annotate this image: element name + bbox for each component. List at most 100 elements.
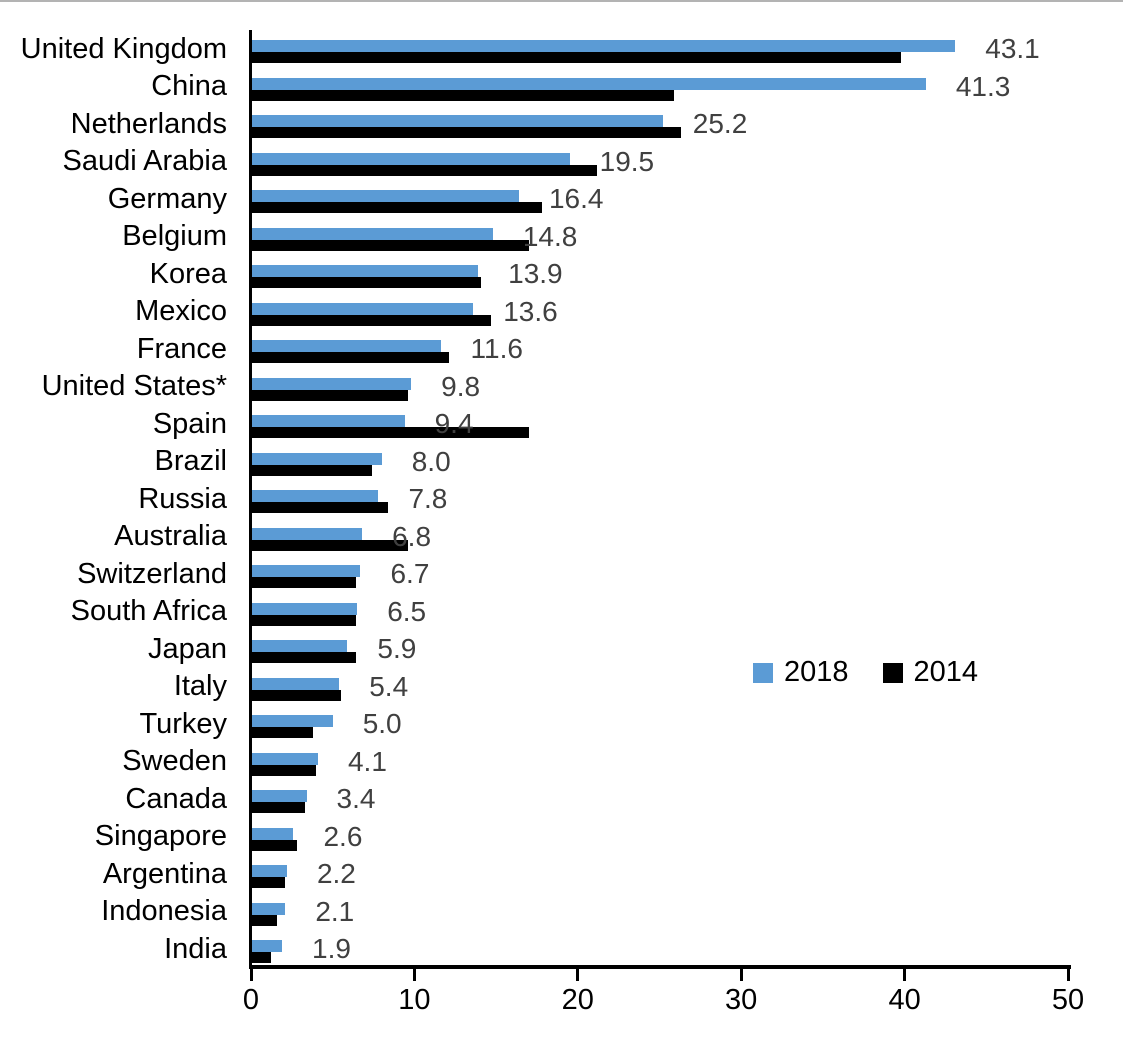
bar-row: United Kingdom 43.1 <box>0 30 1123 68</box>
bar-row: Argentina 2.2 <box>0 855 1123 893</box>
value-label: 9.4 <box>434 408 474 440</box>
bar-row: France 11.6 <box>0 330 1123 368</box>
category-label: Korea <box>149 257 227 290</box>
value-label: 13.9 <box>508 258 563 290</box>
bar-row: South Africa 6.5 <box>0 593 1123 631</box>
value-label: 14.8 <box>522 220 578 252</box>
bar-row: Switzerland 6.7 <box>0 555 1123 593</box>
value-label: 2.6 <box>323 820 363 852</box>
value-label: 5.9 <box>377 633 417 665</box>
category-label: Argentina <box>102 857 227 890</box>
category-label: Russia <box>138 482 227 515</box>
category-label: France <box>136 332 227 365</box>
x-axis-tick <box>412 969 416 981</box>
bar-2018 <box>251 265 479 278</box>
category-label: Netherlands <box>70 107 227 140</box>
bar-row: Italy 5.4 <box>0 668 1123 706</box>
category-label: Brazil <box>154 445 227 478</box>
bar-2014 <box>251 614 356 626</box>
value-label: 2.1 <box>315 895 355 927</box>
bar-2018 <box>251 40 956 52</box>
bar-row: United States* 9.8 <box>0 368 1123 406</box>
category-label: Italy <box>173 670 227 703</box>
legend-label-2018: 2018 <box>784 656 849 688</box>
value-label: 6.7 <box>390 558 430 590</box>
bar-2014 <box>251 202 542 214</box>
bar-2014 <box>251 727 314 739</box>
bar-2014 <box>251 502 389 514</box>
value-label: 16.4 <box>548 183 604 215</box>
value-label: 7.8 <box>408 483 448 515</box>
value-label: 6.8 <box>392 520 432 552</box>
bar-row: Australia 6.8 <box>0 518 1123 556</box>
bar-2018 <box>251 452 382 465</box>
bar-row: Mexico 13.6 <box>0 293 1123 331</box>
legend-swatch-2018 <box>753 662 773 683</box>
bar-row: Spain 9.4 <box>0 405 1123 443</box>
bar-2018 <box>251 640 348 653</box>
bar-2018 <box>251 790 307 803</box>
category-label: Canada <box>125 782 227 815</box>
category-label: Indonesia <box>101 895 227 928</box>
legend-item-2014: 2014 <box>882 656 979 688</box>
value-label: 19.5 <box>599 145 655 177</box>
value-label: 41.3 <box>955 70 1011 102</box>
value-label: 2.2 <box>316 858 356 890</box>
legend-item-2018: 2018 <box>753 658 849 687</box>
bar-row: Netherlands 25.2 <box>0 105 1123 143</box>
bar-2014 <box>251 802 305 814</box>
value-label: 3.4 <box>336 783 376 815</box>
x-axis-tick <box>249 969 253 981</box>
bar-2014 <box>251 89 675 101</box>
bar-2018 <box>251 77 926 90</box>
bar-2018 <box>251 902 286 915</box>
bar-2014 <box>251 314 492 326</box>
value-label: 5.4 <box>369 670 409 702</box>
bar-2018 <box>251 940 283 953</box>
bar-row: Brazil 8.0 <box>0 443 1123 481</box>
x-tick-label: 30 <box>725 984 758 1016</box>
bar-row: China 41.3 <box>0 68 1123 106</box>
category-label: Spain <box>152 407 227 440</box>
top-border-line <box>0 0 1123 2</box>
category-label: China <box>151 70 227 103</box>
x-tick-label: 20 <box>561 984 594 1016</box>
bar-row: Turkey 5.0 <box>0 705 1123 743</box>
value-label: 5.0 <box>362 708 402 740</box>
bar-2018 <box>251 190 519 203</box>
bar-2018 <box>251 715 333 728</box>
bar-2018 <box>251 865 287 878</box>
bar-row: Indonesia 2.1 <box>0 893 1123 931</box>
bar-2014 <box>251 952 271 964</box>
category-label: Australia <box>114 520 227 553</box>
legend-label-2014: 2014 <box>913 656 979 688</box>
bar-2018 <box>251 677 340 690</box>
bar-2018 <box>251 827 294 840</box>
bar-2018 <box>251 752 318 765</box>
bar-2018 <box>251 227 493 240</box>
value-label: 1.9 <box>312 933 351 965</box>
category-label: United States* <box>41 370 227 403</box>
bar-2018 <box>251 565 361 578</box>
x-axis-tick <box>1066 969 1070 981</box>
x-tick-label: 40 <box>888 984 921 1016</box>
bar-2018 <box>251 302 474 315</box>
category-label: Japan <box>147 632 227 665</box>
x-tick-label: 50 <box>1051 984 1085 1016</box>
bar-2014 <box>251 239 529 251</box>
bar-row: Belgium 14.8 <box>0 218 1123 256</box>
bar-2014 <box>251 277 482 289</box>
bar-row: Japan 5.9 <box>0 630 1123 668</box>
value-label: 25.2 <box>692 108 748 140</box>
bar-row: Sweden 4.1 <box>0 743 1123 781</box>
category-label: Sweden <box>122 745 227 778</box>
bar-row: Russia 7.8 <box>0 480 1123 518</box>
bar-row: Saudi Arabia 19.5 <box>0 143 1123 181</box>
bar-2014 <box>251 539 408 551</box>
bar-2014 <box>251 689 341 701</box>
bar-row: Singapore 2.6 <box>0 818 1123 856</box>
bar-2018 <box>251 115 663 128</box>
bar-row: Germany 16.4 <box>0 180 1123 218</box>
bar-2014 <box>251 764 317 776</box>
bar-2014 <box>251 914 278 926</box>
